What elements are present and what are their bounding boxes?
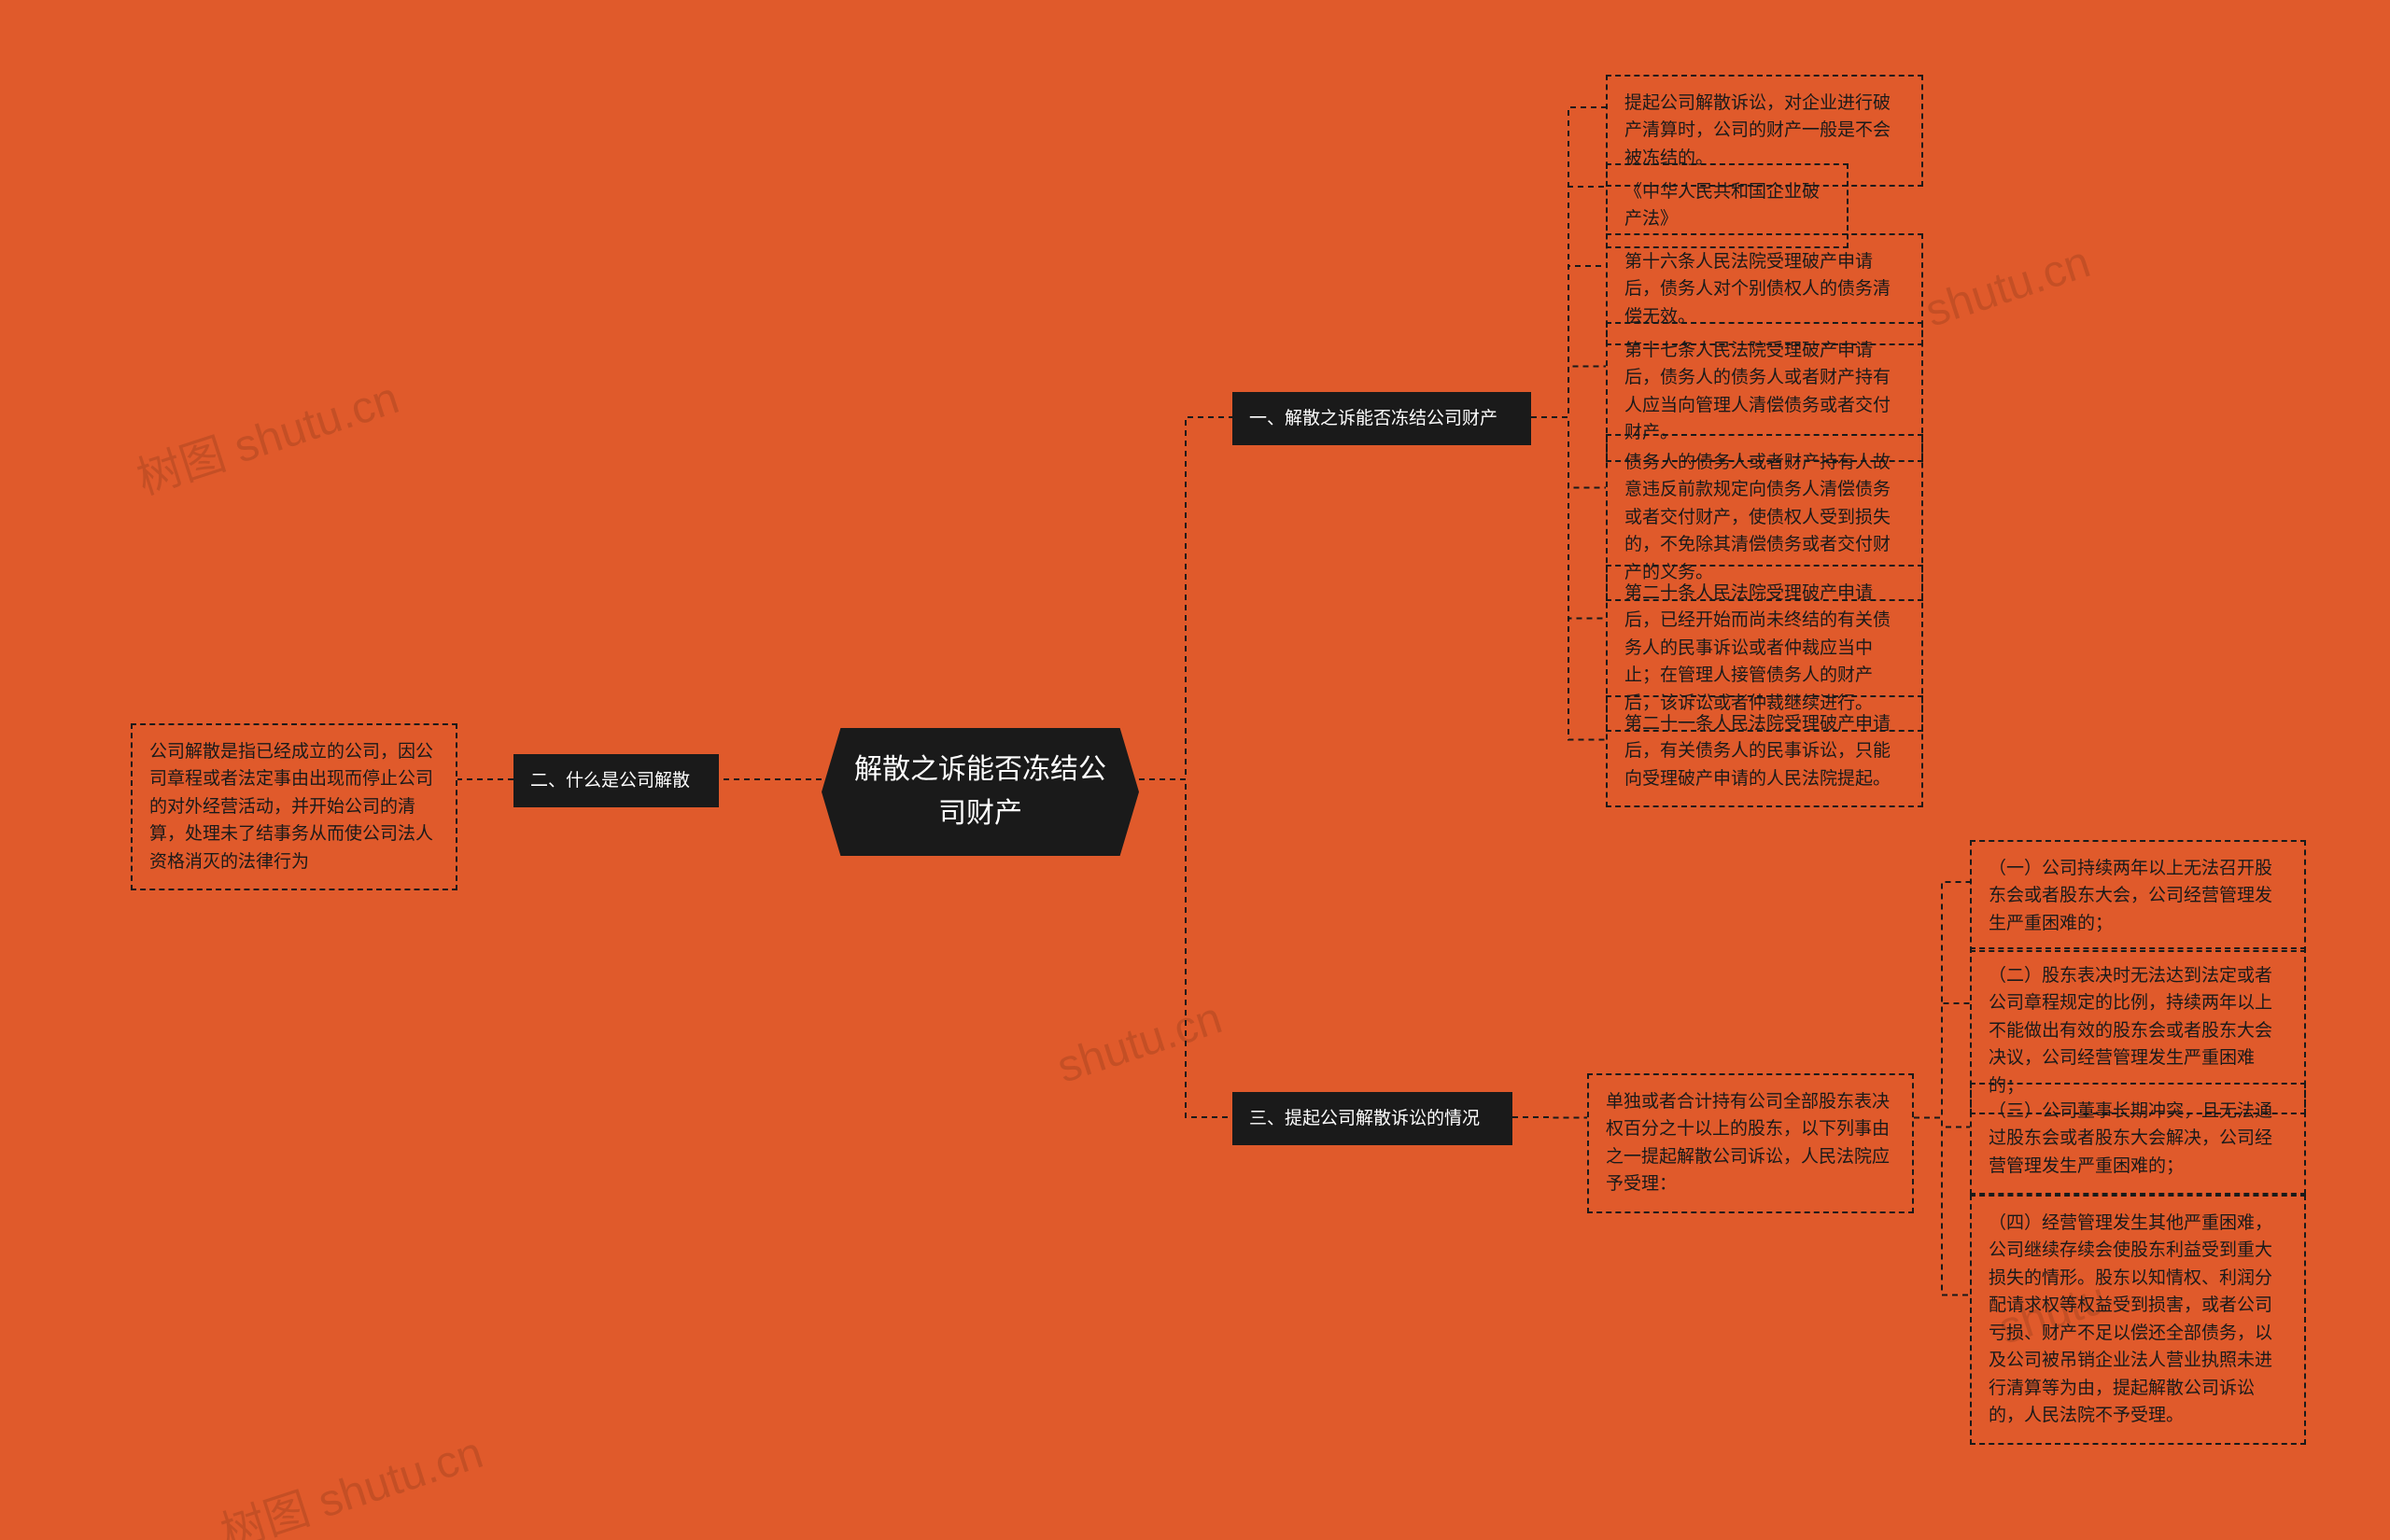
leaf-node: （一）公司持续两年以上无法召开股东会或者股东大会，公司经营管理发生严重困难的； — [1970, 840, 2306, 952]
leaf-node: （三）公司董事长期冲突，且无法通过股东会或者股东大会解决，公司经营管理发生严重困… — [1970, 1083, 2306, 1195]
watermark: 树图 shutu.cn — [211, 1416, 489, 1540]
watermark: 树图 shutu.cn — [127, 361, 405, 507]
branch-node-3: 三、提起公司解散诉讼的情况 — [1232, 1092, 1512, 1145]
watermark: shutu.cn — [1051, 992, 1229, 1093]
leaf-node: （四）经营管理发生其他严重困难，公司继续存续会使股东利益受到重大损失的情形。股东… — [1970, 1195, 2306, 1445]
leaf-node: 公司解散是指已经成立的公司，因公司章程或者法定事由出现而停止公司的对外经营活动，… — [131, 723, 457, 890]
leaf-node: 单独或者合计持有公司全部股东表决权百分之十以上的股东，以下列事由之一提起解散公司… — [1587, 1073, 1914, 1213]
root-node: 解散之诉能否冻结公司财产 — [822, 728, 1139, 856]
branch-node-2: 二、什么是公司解散 — [513, 754, 719, 807]
watermark: shutu.cn — [1919, 236, 2097, 337]
leaf-node: 第二十一条人民法院受理破产申请后，有关债务人的民事诉讼，只能向受理破产申请的人民… — [1606, 695, 1923, 807]
branch-node-1: 一、解散之诉能否冻结公司财产 — [1232, 392, 1531, 445]
